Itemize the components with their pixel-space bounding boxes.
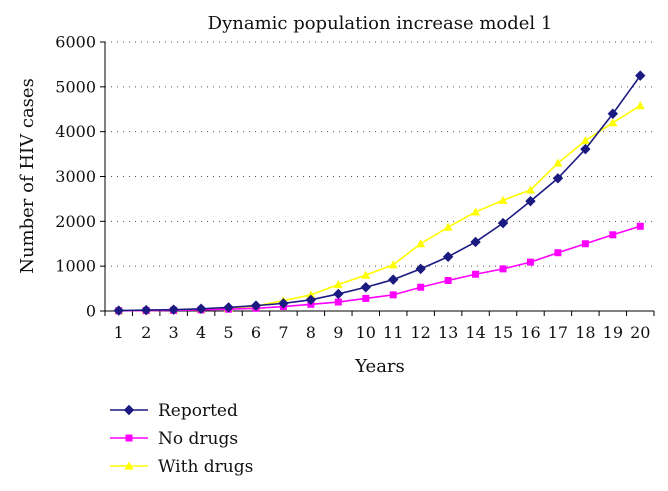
triangle-marker bbox=[124, 461, 134, 470]
x-tick-label: 10 bbox=[356, 323, 376, 342]
x-tick-label: 14 bbox=[465, 323, 485, 342]
diamond-marker bbox=[415, 263, 426, 275]
diamond-marker bbox=[123, 404, 135, 416]
legend-entry: No drugs bbox=[110, 429, 238, 449]
diamond-marker bbox=[470, 236, 481, 248]
y-tick-label: 2000 bbox=[55, 212, 96, 231]
triangle-marker bbox=[471, 207, 481, 216]
x-tick-label: 7 bbox=[278, 323, 288, 342]
x-tick-label: 19 bbox=[603, 323, 623, 342]
x-tick-label: 2 bbox=[141, 323, 151, 342]
triangle-marker bbox=[416, 239, 426, 248]
x-tick-label: 4 bbox=[196, 323, 206, 342]
legend-label: No drugs bbox=[158, 429, 238, 449]
axes bbox=[100, 41, 655, 316]
square-marker bbox=[389, 291, 397, 299]
square-marker bbox=[125, 434, 133, 442]
diamond-marker bbox=[552, 173, 564, 184]
diamond-marker bbox=[278, 298, 289, 309]
legend-label: Reported bbox=[158, 401, 238, 421]
square-marker bbox=[499, 265, 507, 273]
x-tick-labels: 1 2 3 4 5 6 7 8 9 10 11 12 13 14 15 16 17 18 19 20 bbox=[114, 323, 651, 342]
triangle-marker bbox=[498, 195, 508, 204]
x-axis-label: Years bbox=[354, 356, 405, 377]
series-line bbox=[118, 104, 641, 312]
x-tick-label: 20 bbox=[630, 323, 650, 342]
x-tick-label: 11 bbox=[383, 323, 403, 342]
y-tick-label: 0 bbox=[86, 302, 96, 321]
square-marker bbox=[362, 294, 370, 302]
diamond-marker bbox=[223, 302, 234, 313]
triangle-marker bbox=[635, 101, 645, 110]
diamond-marker bbox=[497, 217, 509, 229]
x-tick-label: 9 bbox=[333, 323, 343, 342]
series-layer bbox=[113, 70, 646, 316]
triangle-marker bbox=[580, 136, 590, 145]
y-axis-label: Number of HIV cases bbox=[17, 78, 38, 274]
series-no-drugs bbox=[115, 222, 644, 315]
diamond-marker bbox=[113, 305, 124, 316]
x-tick-label: 17 bbox=[548, 323, 568, 342]
triangle-marker bbox=[333, 280, 343, 289]
square-marker bbox=[444, 277, 452, 285]
legend-label: With drugs bbox=[158, 457, 253, 477]
x-tick-label: 1 bbox=[114, 323, 124, 342]
square-marker bbox=[417, 283, 425, 291]
x-tick-label: 13 bbox=[438, 323, 458, 342]
x-tick-label: 6 bbox=[251, 323, 261, 342]
diamond-marker bbox=[140, 304, 152, 316]
y-tick-label: 6000 bbox=[55, 33, 96, 52]
x-tick-label: 18 bbox=[575, 323, 595, 342]
series-line bbox=[118, 75, 641, 312]
diamond-marker bbox=[635, 70, 646, 81]
triangle-marker bbox=[553, 158, 563, 167]
triangle-marker bbox=[361, 270, 371, 279]
square-marker bbox=[472, 270, 480, 278]
triangle-marker bbox=[388, 260, 398, 269]
diamond-marker bbox=[360, 282, 371, 293]
x-tick-label: 8 bbox=[306, 323, 316, 342]
diamond-marker bbox=[250, 300, 262, 311]
x-tick-label: 16 bbox=[520, 323, 540, 342]
diamond-marker bbox=[442, 251, 454, 262]
legend-entry: With drugs bbox=[110, 457, 253, 477]
y-tick-label: 5000 bbox=[55, 77, 96, 96]
gridlines bbox=[105, 41, 654, 267]
series-reported bbox=[113, 70, 646, 316]
triangle-marker bbox=[306, 290, 316, 299]
square-marker bbox=[636, 222, 644, 230]
square-marker bbox=[526, 258, 534, 266]
diamond-marker bbox=[607, 108, 619, 119]
y-tick-label: 4000 bbox=[55, 122, 96, 141]
triangle-marker bbox=[608, 118, 618, 127]
diamond-marker bbox=[580, 143, 591, 155]
diamond-marker bbox=[168, 304, 179, 315]
series-with-drugs bbox=[114, 101, 645, 315]
y-tick-labels: 0 1000 2000 3000 4000 5000 6000 bbox=[55, 33, 96, 321]
square-marker bbox=[609, 231, 617, 239]
legend: Reported No drugs With drugs bbox=[110, 401, 253, 477]
square-marker bbox=[581, 240, 589, 248]
square-marker bbox=[334, 298, 342, 306]
diamond-marker bbox=[388, 274, 399, 285]
series-line bbox=[118, 225, 641, 312]
x-tick-label: 3 bbox=[169, 323, 179, 342]
diamond-marker bbox=[305, 294, 317, 305]
x-tick-label: 12 bbox=[410, 323, 430, 342]
y-tick-label: 3000 bbox=[55, 167, 96, 186]
diamond-marker bbox=[333, 288, 344, 300]
diamond-marker bbox=[525, 195, 536, 207]
x-tick-label: 5 bbox=[223, 323, 233, 342]
x-tick-label: 15 bbox=[493, 323, 513, 342]
diamond-marker bbox=[195, 303, 207, 314]
square-marker bbox=[554, 249, 562, 257]
triangle-marker bbox=[525, 185, 535, 194]
y-tick-label: 1000 bbox=[55, 257, 96, 276]
chart-title: Dynamic population increase model 1 bbox=[208, 13, 553, 34]
triangle-marker bbox=[443, 222, 453, 231]
legend-entry: Reported bbox=[110, 401, 238, 421]
